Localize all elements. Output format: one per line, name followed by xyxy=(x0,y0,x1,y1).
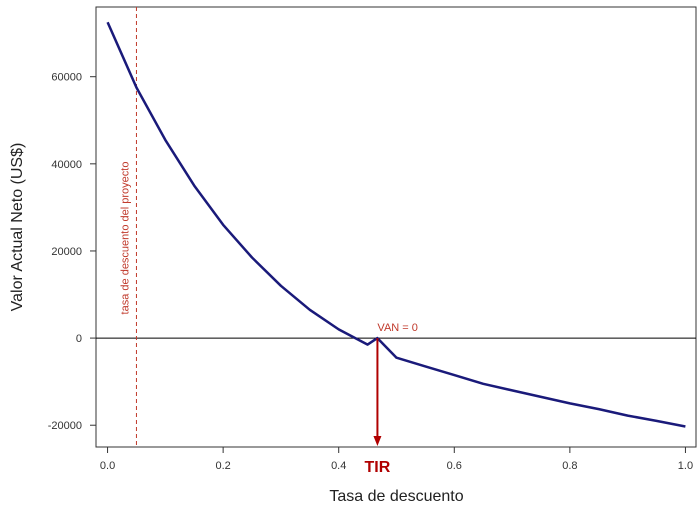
y-tick-label: -20000 xyxy=(48,420,82,432)
project-discount-rate-label: tasa de descuento del proyecto xyxy=(119,162,131,315)
x-tick-label: 0.0 xyxy=(100,460,115,472)
x-tick-label: 1.0 xyxy=(678,460,693,472)
x-axis-title: Tasa de descuento xyxy=(329,488,463,505)
x-tick-label: 0.2 xyxy=(215,460,230,472)
x-tick-label: 0.6 xyxy=(447,460,462,472)
x-tick-label: 0.4 xyxy=(331,460,346,472)
y-tick-label: 60000 xyxy=(51,72,82,84)
y-axis-title: Valor Actual Neto (US$) xyxy=(9,143,26,312)
van-zero-label: VAN = 0 xyxy=(377,322,417,334)
npv-curve xyxy=(106,21,686,428)
y-tick-label: 0 xyxy=(76,333,82,345)
x-tick-label: 0.8 xyxy=(562,460,577,472)
plot-frame xyxy=(95,6,697,448)
tir-arrowhead xyxy=(373,436,382,446)
tick-layer: 0.0 0.2 0.4 0.6 0.8 1.0 -20000 0 20000 40000 60000 xyxy=(48,72,693,472)
y-tick-label: 40000 xyxy=(51,159,82,171)
tir-label: TIR xyxy=(365,459,391,476)
y-tick-label: 20000 xyxy=(51,246,82,258)
